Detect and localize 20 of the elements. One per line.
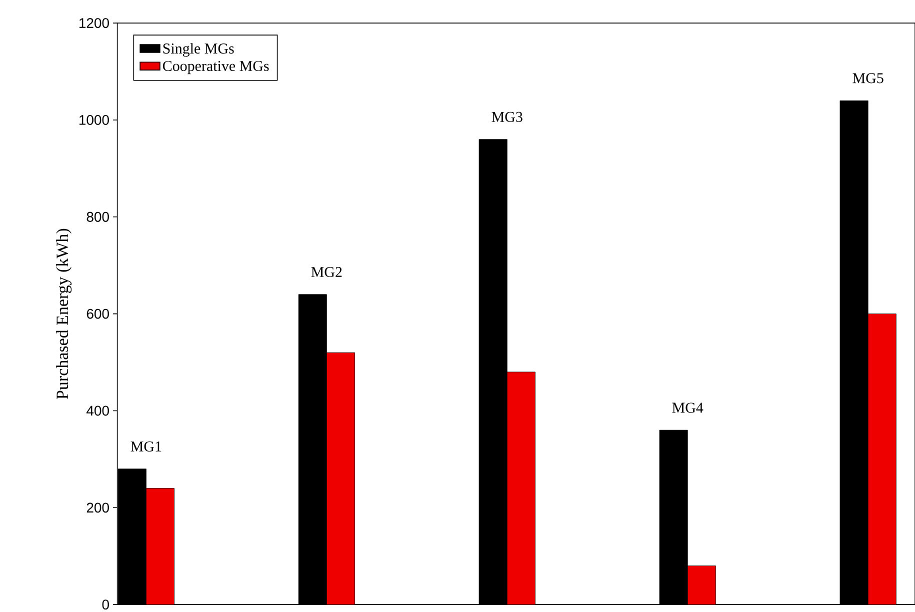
bar: [146, 488, 174, 605]
x-tick-label: MG1: [130, 442, 162, 452]
bar: [506, 372, 536, 605]
y-tick-label: 200: [86, 502, 109, 513]
legend-label: Single MGs: [163, 43, 234, 57]
bar: [868, 314, 896, 605]
y-tick-label: 600: [86, 309, 109, 319]
x-tick-label: MG3: [492, 112, 522, 122]
legend-label: Cooperative MGs: [162, 61, 269, 74]
y-tick-label: 400: [86, 406, 109, 416]
y-tick-label: 1000: [79, 115, 109, 126]
x-tick-label: MG2: [311, 267, 342, 278]
bar: [326, 352, 355, 605]
y-tick-label: 0: [102, 600, 109, 610]
bar: [687, 566, 716, 605]
y-tick-label: 800: [86, 212, 109, 222]
x-tick-label: MG5: [852, 73, 884, 84]
x-tick-label: MG4: [672, 402, 704, 413]
y-tick-label: 1200: [79, 18, 109, 28]
y-axis-title: Purchased Energy (kWh): [56, 229, 72, 400]
